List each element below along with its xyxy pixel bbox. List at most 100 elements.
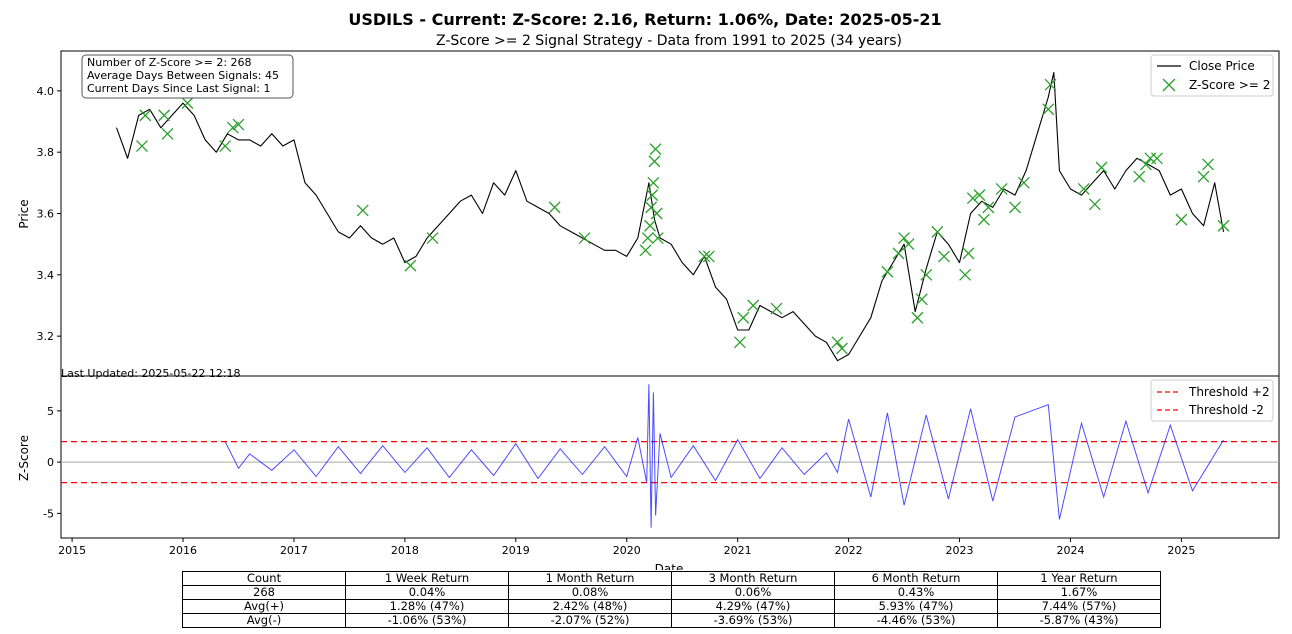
- legend-threshold-plus-label: Threshold +2: [1188, 385, 1270, 399]
- signal-marker: [977, 213, 990, 226]
- stats-line-3: Current Days Since Last Signal: 1: [87, 82, 270, 95]
- legend-signal-label: Z-Score >= 2: [1189, 78, 1270, 92]
- signal-marker: [911, 311, 924, 324]
- signal-marker: [1151, 152, 1163, 165]
- x-tick-label: 2019: [502, 544, 530, 557]
- signal-marker: [158, 109, 171, 122]
- signal-marker: [650, 207, 663, 220]
- table-row: Avg(+) 1.28% (47%) 2.42% (48%) 4.29% (47…: [182, 599, 1161, 614]
- table-cell: 5.93% (47%): [834, 599, 998, 614]
- price-panel: 3.2 3.4 3.6 3.8 4.0 Price Number of Z-Score …: [17, 50, 1280, 380]
- x-tick-label: 2015: [58, 544, 86, 557]
- signal-marker: [831, 336, 844, 349]
- signal-marker: [881, 265, 894, 278]
- signal-marker: [982, 201, 995, 214]
- signal-marker: [902, 238, 915, 251]
- signal-marker: [702, 250, 715, 263]
- price-y-axis-label: Price: [17, 199, 31, 228]
- x-tick-label: 2022: [835, 544, 863, 557]
- signal-marker: [647, 176, 660, 189]
- x-tick-label: 2016: [169, 544, 197, 557]
- signal-marker: [920, 268, 933, 281]
- signal-marker: [1197, 170, 1210, 183]
- stats-line-2: Average Days Between Signals: 45: [87, 69, 279, 82]
- price-legend: Close Price Z-Score >= 2: [1150, 54, 1274, 97]
- signal-marker: [161, 127, 174, 140]
- table-cell: 0.43%: [834, 585, 998, 600]
- signal-marker: [226, 121, 239, 134]
- signal-marker: [1077, 183, 1090, 195]
- x-tick-label: 2020: [613, 544, 641, 557]
- zscore-plot-frame: [60, 375, 1280, 539]
- signal-marker: [747, 299, 760, 312]
- signal-marker: [1202, 158, 1214, 171]
- price-y-tick-label: 3.8: [37, 146, 55, 159]
- legend-signal-marker: [1162, 78, 1176, 92]
- signal-marker: [356, 204, 369, 217]
- table-header-row: Count 1 Week Return 1 Month Return 3 Mon…: [182, 571, 1161, 586]
- signal-marker: [892, 247, 905, 260]
- signal-marker: [651, 232, 664, 244]
- chart-figure: USDILS - Current: Z-Score: 2.16, Return:…: [17, 10, 1280, 570]
- table-header-cell: 6 Month Return: [834, 571, 998, 586]
- zscore-y-tick-label: 0: [47, 456, 54, 469]
- signal-marker: [404, 259, 417, 272]
- signal-marker: [1042, 103, 1055, 116]
- last-updated-note: Last Updated: 2025-05-22 12:18: [61, 367, 241, 380]
- table-cell: -3.69% (53%): [671, 613, 835, 628]
- signal-marker: [1139, 158, 1152, 171]
- close-price-line: [115, 71, 1225, 362]
- signal-marker: [737, 311, 750, 324]
- zscore-panel: -5 0 5 2015 2016 2017 2018 2019 2020 2021 2022 202…: [17, 375, 1280, 570]
- table-header-cell: Count: [182, 571, 346, 586]
- signal-marker: [733, 336, 746, 349]
- signal-marker: [962, 247, 975, 260]
- signal-marker: [898, 232, 911, 244]
- x-tick-label: 2024: [1056, 544, 1084, 557]
- table-cell: 7.44% (57%): [997, 599, 1161, 614]
- signal-marker: [835, 342, 848, 355]
- zscore-line: [224, 384, 1224, 528]
- table-cell: Avg(+): [182, 599, 346, 614]
- table-row: 268 0.04% 0.08% 0.06% 0.43% 1.67%: [182, 585, 1161, 600]
- signal-marker: [219, 140, 232, 153]
- table-header-cell: 1 Month Return: [508, 571, 672, 586]
- signal-marker: [139, 109, 152, 122]
- signal-marker: [136, 140, 148, 153]
- signal-marker: [181, 97, 194, 110]
- signal-marker: [1095, 161, 1108, 174]
- table-header-cell: 1 Year Return: [997, 571, 1161, 586]
- chart-title: USDILS - Current: Z-Score: 2.16, Return:…: [348, 10, 941, 29]
- zscore-y-tick-label: -5: [43, 507, 54, 520]
- price-plot-frame: [60, 50, 1280, 377]
- table-cell: 1.67%: [997, 585, 1161, 600]
- signal-marker: [1144, 152, 1157, 165]
- signal-marker: [931, 225, 944, 238]
- table-header-cell: 1 Week Return: [345, 571, 509, 586]
- signal-marker: [646, 189, 659, 202]
- x-tick-label: 2023: [946, 544, 974, 557]
- signal-marker: [1009, 201, 1021, 214]
- signal-marker: [995, 183, 1008, 195]
- table-row: Avg(-) -1.06% (53%) -2.07% (52%) -3.69% …: [182, 613, 1161, 628]
- stats-box: Number of Z-Score >= 2: 268 Average Days…: [81, 54, 294, 99]
- signal-marker: [641, 232, 654, 244]
- table-cell: Avg(-): [182, 613, 346, 628]
- table-cell: -4.46% (53%): [834, 613, 998, 628]
- signal-marker: [648, 155, 661, 168]
- signal-marker: [639, 244, 652, 257]
- signal-marker: [959, 268, 972, 281]
- signal-marker: [426, 232, 439, 244]
- table-cell: 268: [182, 585, 346, 600]
- zscore-y-tick-label: 5: [47, 405, 54, 418]
- price-y-tick-label: 3.6: [37, 208, 55, 221]
- chart-subtitle: Z-Score >= 2 Signal Strategy - Data from…: [436, 33, 902, 49]
- signal-marker: [1175, 213, 1188, 226]
- signal-marker: [1044, 78, 1057, 91]
- table-cell: 1.28% (47%): [345, 599, 509, 614]
- legend-threshold-minus-label: Threshold -2: [1188, 403, 1264, 417]
- signal-marker: [698, 250, 711, 263]
- signal-marker: [548, 201, 561, 214]
- signal-marker: [649, 143, 662, 156]
- returns-table: Count 1 Week Return 1 Month Return 3 Mon…: [182, 571, 1161, 628]
